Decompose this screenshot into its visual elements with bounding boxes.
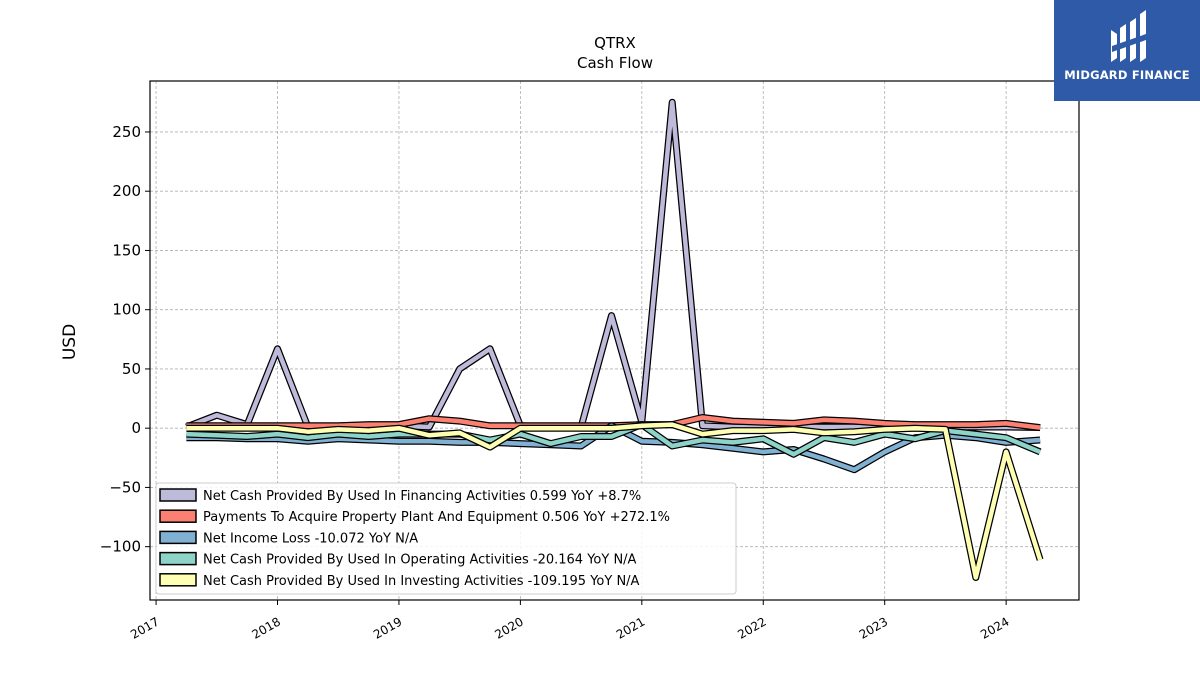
y-tick-label: 200 (112, 182, 141, 200)
chart-title: QTRX (594, 34, 636, 52)
midgard-finance-logo: MIDGARD FINANCE (1054, 0, 1200, 101)
plot-frame (149, 80, 1080, 601)
series-lines (185, 98, 1044, 581)
logo-emblem-icon (1111, 10, 1146, 62)
x-tick-label: 2023 (857, 614, 890, 641)
logo-text: MIDGARD FINANCE (1064, 68, 1190, 82)
series-line-4 (186, 421, 1042, 458)
x-tick-label: 2020 (492, 614, 525, 641)
legend-entry: Net Cash Provided By Used In Investing A… (203, 574, 640, 589)
y-tick-label: −100 (100, 538, 141, 556)
legend-swatch (159, 551, 197, 566)
legend-entry: Net Cash Provided By Used In Operating A… (203, 553, 637, 568)
series-outline (185, 98, 1041, 431)
x-tick-label: 2018 (250, 614, 283, 641)
legend-box (155, 482, 737, 595)
y-tick-label: 100 (112, 301, 141, 319)
y-tick-label: 150 (112, 241, 141, 259)
series-stroke (186, 422, 1041, 457)
x-tick-label: 2019 (371, 614, 404, 641)
chart-subtitle: Cash Flow (577, 54, 653, 72)
legend-entry: Net Income Loss -10.072 YoY N/A (203, 531, 418, 546)
legend-swatch (159, 488, 197, 502)
x-tick-label: 2021 (614, 614, 647, 641)
x-tick-label: 2022 (735, 614, 768, 641)
series-line-1 (185, 98, 1041, 431)
y-axis-label: USD (60, 324, 80, 360)
x-tick-label: 2017 (128, 614, 161, 641)
y-tick-label: −50 (109, 478, 141, 496)
legend-swatch (159, 573, 197, 587)
y-tick-label: 50 (122, 360, 141, 378)
series-stroke (185, 100, 1041, 430)
y-tick-label: 250 (112, 123, 141, 141)
legend-swatch (159, 530, 197, 545)
series-line-5 (186, 421, 1044, 581)
legend: Net Cash Provided By Used In Financing A… (155, 482, 737, 595)
legend-entry: Payments To Acquire Property Plant And E… (203, 510, 670, 525)
x-tick-label: 2024 (978, 614, 1011, 641)
legend-entry: Net Cash Provided By Used In Financing A… (203, 489, 641, 504)
y-tick-label: 0 (131, 419, 141, 437)
legend-swatch (159, 509, 197, 523)
series-stroke (186, 422, 1043, 580)
